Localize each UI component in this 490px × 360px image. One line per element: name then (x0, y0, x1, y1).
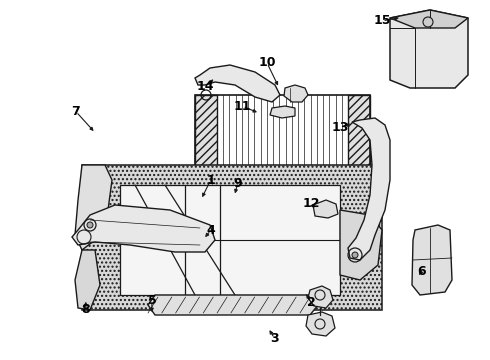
Polygon shape (390, 10, 468, 88)
Polygon shape (308, 286, 333, 308)
Text: 2: 2 (307, 296, 316, 309)
Polygon shape (195, 95, 217, 200)
Text: 13: 13 (332, 121, 349, 134)
Polygon shape (270, 106, 295, 118)
Polygon shape (348, 118, 390, 260)
Polygon shape (75, 250, 100, 310)
Polygon shape (412, 225, 452, 295)
Text: 3: 3 (270, 332, 279, 345)
Text: 14: 14 (197, 80, 215, 93)
Text: 5: 5 (147, 294, 156, 307)
Text: 4: 4 (206, 224, 215, 237)
Polygon shape (120, 185, 340, 295)
Text: 6: 6 (417, 265, 426, 278)
Bar (195, 95, 370, 200)
Text: 8: 8 (81, 303, 90, 316)
Text: 9: 9 (233, 177, 242, 190)
Polygon shape (390, 10, 468, 28)
Text: 1: 1 (206, 174, 215, 186)
Polygon shape (82, 165, 382, 310)
Polygon shape (313, 200, 338, 218)
Circle shape (352, 252, 358, 258)
Text: 10: 10 (258, 57, 276, 69)
Polygon shape (75, 165, 112, 250)
Polygon shape (340, 210, 382, 280)
Polygon shape (306, 312, 335, 336)
Text: 12: 12 (302, 197, 320, 210)
Text: 7: 7 (72, 105, 80, 118)
Circle shape (87, 222, 93, 228)
Polygon shape (284, 85, 308, 102)
Text: 15: 15 (373, 14, 391, 27)
Polygon shape (72, 205, 215, 252)
Polygon shape (148, 295, 318, 315)
Polygon shape (348, 95, 370, 200)
Text: 11: 11 (234, 100, 251, 113)
Circle shape (423, 17, 433, 27)
Polygon shape (195, 65, 280, 102)
